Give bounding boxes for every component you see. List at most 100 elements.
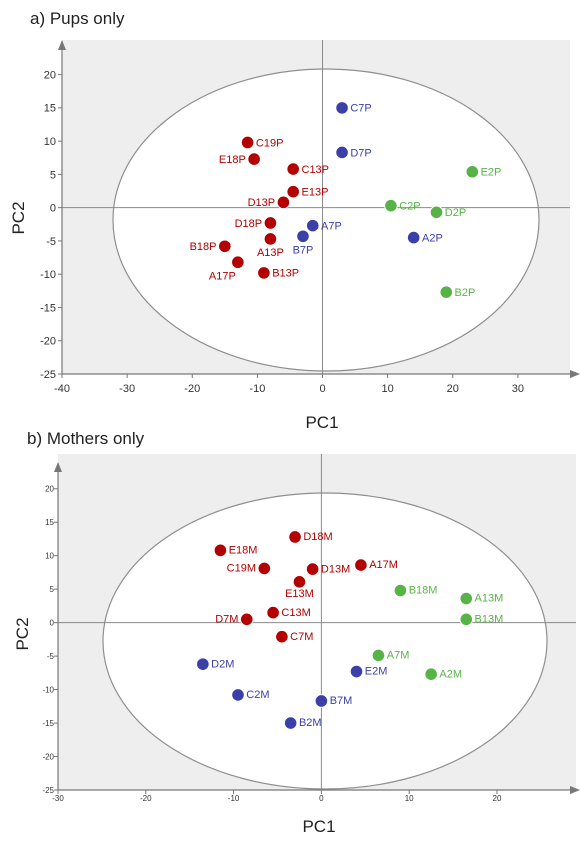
mothers-x-tick-label: 0	[319, 794, 324, 803]
pups-x-tick-label: -40	[54, 383, 70, 395]
mothers-point-c13m	[266, 605, 280, 620]
mothers-y-tick-label: 15	[45, 518, 54, 527]
mothers-point-d18m	[288, 530, 302, 544]
mothers-point-label-e13m: E13M	[285, 588, 314, 600]
mothers-point-e13m	[292, 575, 307, 589]
mothers-y-tick-label: -5	[47, 652, 55, 661]
mothers-point-label-c13m: C13M	[281, 607, 310, 619]
mothers-point-d13m	[305, 562, 320, 576]
mothers-point-label-b2m: B2M	[299, 717, 322, 729]
mothers-point-b7m	[314, 694, 329, 708]
pups-x-axis-arrow	[570, 370, 580, 378]
pups-point-label-e2p: E2P	[481, 167, 502, 179]
pups-point-label-d13p: D13P	[248, 197, 276, 209]
pups-point-label-d7p: D7P	[350, 147, 371, 159]
mothers-point-label-a13m: A13M	[475, 593, 504, 605]
mothers-x-tick-label: -10	[228, 794, 240, 803]
mothers-y-tick-label: 10	[45, 552, 54, 561]
mothers-point-label-e18m: E18M	[229, 545, 258, 557]
pups-y-axis-arrow	[58, 40, 66, 50]
mothers-point-b2m	[283, 716, 298, 730]
mothers-y-tick-label: 0	[50, 618, 55, 627]
pups-x-tick-label: -20	[184, 383, 200, 395]
pups-point-label-e13p: E13P	[302, 187, 329, 199]
mothers-y-tick-label: -10	[42, 685, 54, 694]
mothers-point-label-b13m: B13M	[475, 613, 504, 625]
pups-x-tick-label: -30	[119, 383, 135, 395]
pups-point-d2p	[429, 205, 444, 220]
mothers-point-c19m	[257, 561, 272, 576]
pups-point-a13p	[263, 232, 278, 246]
pups-x-tick-label: -10	[249, 383, 265, 395]
pups-y-tick-label: 20	[44, 69, 56, 81]
pups-point-e18p	[247, 152, 261, 166]
pups-point-d7p	[335, 145, 349, 160]
mothers-y-axis-arrow	[54, 462, 62, 472]
pups-point-label-c2p: C2P	[399, 201, 420, 213]
mothers-point-b13m	[459, 612, 474, 627]
mothers-point-c7m	[275, 629, 289, 644]
mothers-panel-title: b) Mothers only	[27, 429, 145, 448]
pups-chart: -25 -20 -15 -10 -5 0 5 10 15 20 -40 -30 -20 -10 0 10 20 3…	[9, 9, 580, 432]
pups-point-label-d2p: D2P	[445, 207, 466, 219]
pups-point-label-c7p: C7P	[350, 103, 371, 115]
pups-point-label-a7p: A7P	[321, 220, 342, 232]
mothers-point-a13m	[459, 591, 474, 606]
mothers-point-d2m	[196, 657, 210, 671]
pups-x-tick-label: 20	[447, 383, 459, 395]
mothers-point-label-a7m: A7M	[387, 650, 410, 662]
mothers-point-a17m	[354, 558, 368, 572]
mothers-y-tick-label: -20	[42, 752, 54, 761]
pups-panel-title: a) Pups only	[30, 9, 125, 28]
pups-y-axis-title: PC2	[9, 201, 28, 234]
mothers-chart: -25 -20 -15 -10 -5 0 5 10 15 20 -30 -20 -10 0 10 20 D18M…	[13, 429, 580, 836]
pups-point-label-d18p: D18P	[235, 218, 263, 230]
mothers-x-tick-label: 20	[493, 794, 502, 803]
pups-point-label-b13p: B13P	[272, 268, 299, 280]
pups-point-label-c19p: C19P	[256, 137, 284, 149]
mothers-point-c2m	[231, 688, 245, 702]
pups-point-label-b2p: B2P	[455, 287, 476, 299]
pups-point-c7p	[335, 101, 349, 115]
pups-y-tick-label: 10	[44, 136, 56, 148]
mothers-point-d7m	[239, 612, 254, 627]
pups-point-c19p	[240, 135, 255, 150]
mothers-point-label-b18m: B18M	[409, 585, 438, 597]
pups-point-label-e18p: E18P	[219, 154, 246, 166]
mothers-point-label-c7m: C7M	[290, 631, 313, 643]
mothers-x-axis-title: PC1	[302, 817, 335, 836]
pups-point-label-a17p: A17P	[209, 271, 236, 283]
pups-point-e13p	[286, 184, 301, 199]
mothers-x-axis-arrow	[570, 786, 580, 794]
pups-point-d18p	[263, 216, 278, 230]
mothers-point-e2m	[349, 664, 364, 679]
pups-point-label-b18p: B18P	[190, 241, 217, 253]
pups-point-a17p	[231, 255, 245, 270]
pups-y-tick-label: -20	[40, 336, 56, 348]
mothers-x-tick-label: 10	[405, 794, 414, 803]
pups-y-tick-label: 5	[50, 169, 56, 181]
pups-point-a7p	[305, 218, 320, 233]
pups-point-a2p	[406, 230, 421, 245]
mothers-point-label-a17m: A17M	[369, 559, 398, 571]
mothers-y-tick-label: 5	[50, 585, 55, 594]
mothers-x-tick-label: -30	[52, 794, 64, 803]
pups-point-b7p	[296, 229, 310, 244]
pups-y-tick-label: -5	[46, 236, 56, 248]
pups-x-tick-label: 10	[382, 383, 394, 395]
pups-x-tick-label: 30	[512, 383, 524, 395]
mothers-point-label-d7m: D7M	[215, 613, 238, 625]
mothers-y-tick-label: -25	[42, 786, 54, 795]
mothers-point-label-c2m: C2M	[246, 689, 269, 701]
pups-y-tick-label: -25	[40, 369, 56, 381]
mothers-y-tick-label: 20	[45, 485, 54, 494]
pups-confidence-ellipse	[112, 68, 540, 372]
mothers-point-label-b7m: B7M	[330, 695, 353, 707]
mothers-point-a2m	[424, 667, 438, 681]
mothers-confidence-ellipse	[102, 492, 548, 790]
pups-y-tick-label: 0	[50, 203, 56, 215]
mothers-point-label-d18m: D18M	[303, 531, 332, 543]
pups-x-axis-title: PC1	[305, 413, 338, 432]
